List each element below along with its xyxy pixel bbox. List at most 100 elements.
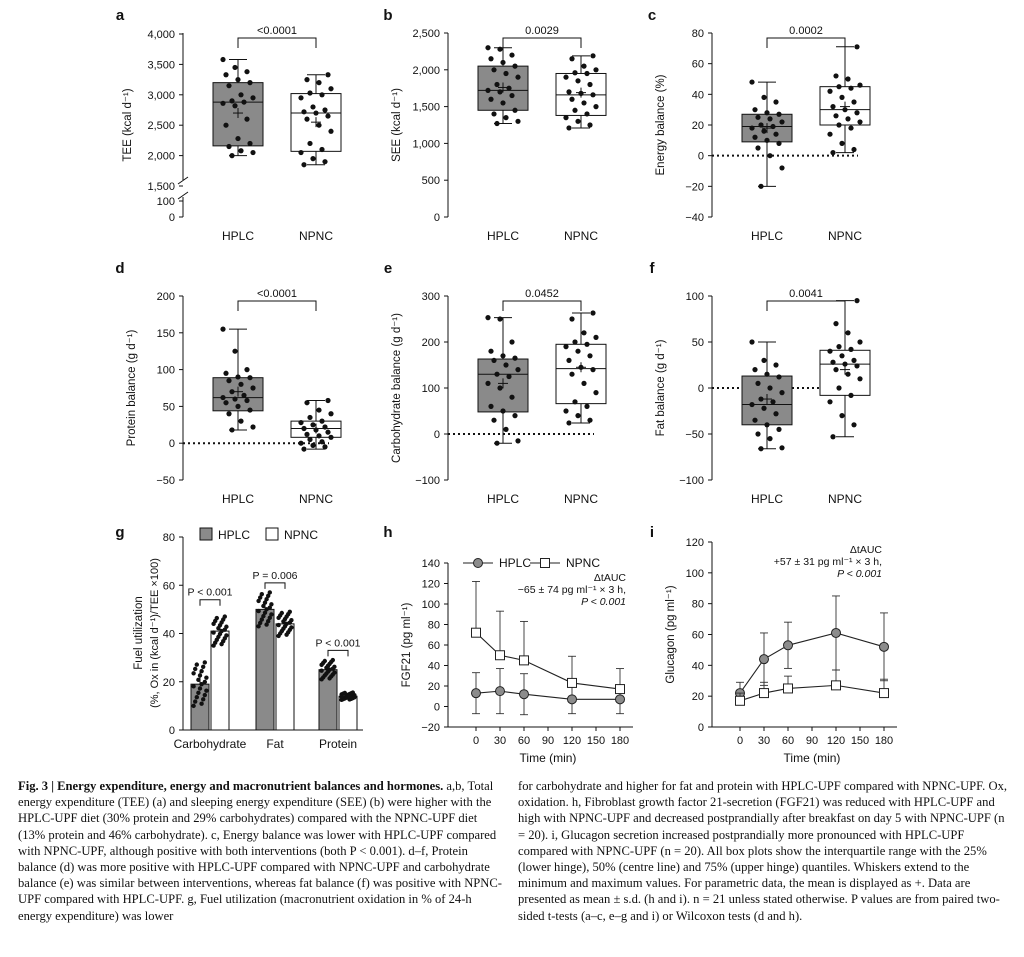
x-axis-label: Time (min) [784, 751, 841, 765]
series-npnc [471, 581, 625, 695]
data-point [494, 81, 500, 88]
caption-heading: Fig. 3 | Energy expenditure, energy and … [18, 779, 444, 793]
data-point [319, 92, 325, 98]
y-axis-label-line2: (%, Ox in (kcal d⁻¹)/TEE ×100) [149, 558, 161, 708]
data-point [833, 73, 839, 79]
box-hplc [741, 79, 793, 189]
x-category-label: HPLC [751, 229, 783, 243]
data-point [752, 367, 758, 373]
significance-bracket [502, 300, 582, 311]
data-point [761, 128, 767, 134]
box-hplc [477, 315, 529, 446]
data-point [755, 145, 761, 151]
data-point [593, 334, 599, 340]
data-point [851, 146, 857, 153]
y-tick-label: 0 [434, 429, 440, 441]
p-value-label: 0.0029 [525, 25, 559, 37]
panel-label-c: c [648, 7, 656, 24]
data-point [298, 149, 304, 156]
data-point [488, 96, 494, 102]
data-point [500, 59, 506, 66]
data-point [235, 374, 241, 380]
box-npnc [555, 53, 607, 131]
data-point [238, 418, 244, 424]
data-point [566, 420, 572, 426]
box-npnc [555, 310, 607, 426]
data-point [223, 122, 229, 128]
box-hplc [477, 45, 529, 127]
data-point [197, 686, 203, 691]
data-point [485, 87, 491, 94]
series-npnc [735, 669, 889, 706]
legend-label-hplc: HPLC [499, 556, 531, 570]
data-point [506, 373, 512, 380]
caption-left-text: a,b, Total energy expenditure (TEE) (a) … [18, 779, 502, 923]
data-point [767, 153, 773, 159]
data-point [755, 431, 761, 437]
data-point [830, 150, 836, 156]
data-point [764, 137, 770, 143]
data-point [488, 56, 494, 62]
annotation-text: ΔtAUC [850, 544, 883, 556]
data-point [316, 433, 322, 439]
data-point [232, 103, 238, 109]
x-tick-label: 150 [851, 735, 869, 747]
caption-right: for carbohydrate and higher for fat and … [518, 778, 1010, 924]
legend-label-npnc: NPNC [566, 556, 600, 570]
data-point [776, 426, 782, 432]
data-point [779, 390, 785, 396]
annotation-text: P < 0.001 [837, 568, 882, 580]
data-point [758, 446, 764, 452]
caption-right-text: for carbohydrate and higher for fat and … [518, 779, 1008, 923]
data-point [289, 618, 294, 623]
data-point [575, 348, 581, 354]
x-tick-label: 0 [737, 735, 743, 747]
data-point [857, 119, 863, 125]
data-point [836, 122, 842, 128]
y-tick-label: 50 [163, 401, 175, 413]
data-point [512, 107, 518, 113]
data-point [220, 394, 226, 401]
data-point [857, 376, 863, 382]
data-point [833, 113, 839, 119]
data-point [584, 70, 590, 77]
y-tick-label: 20 [163, 677, 175, 689]
data-point [500, 408, 506, 414]
data-point [310, 422, 316, 428]
data-point [262, 610, 268, 615]
x-tick-label: 30 [494, 735, 506, 747]
data-point [776, 111, 782, 117]
marker-square [567, 677, 577, 688]
data-point [503, 362, 509, 368]
data-point [839, 353, 845, 359]
data-point [839, 140, 845, 146]
y-tick-label: 1,500 [412, 102, 440, 114]
data-point [503, 70, 509, 77]
data-point [301, 109, 307, 115]
data-point [220, 56, 226, 63]
data-point [749, 125, 755, 131]
marker-square [879, 688, 889, 699]
data-point [322, 107, 328, 113]
data-point [325, 429, 331, 435]
data-point [848, 85, 854, 91]
y-tick-label: 1,500 [147, 181, 175, 193]
series-hplc [471, 668, 625, 716]
y-tick-label: 100 [422, 383, 440, 395]
data-point [238, 92, 244, 98]
y-tick-label: 40 [428, 661, 440, 673]
y-tick-label: 60 [692, 59, 704, 71]
y-tick-label: −50 [685, 429, 704, 441]
data-point [250, 149, 256, 156]
y-tick-label: 120 [422, 579, 440, 591]
x-tick-label: 60 [518, 735, 530, 747]
p-value-label: 0.0002 [789, 25, 823, 37]
data-point [259, 617, 264, 622]
data-point [202, 679, 207, 685]
legend-marker-hplc [473, 558, 483, 568]
data-point [593, 390, 599, 396]
data-point [201, 664, 206, 669]
data-point [304, 431, 310, 437]
data-point [322, 444, 328, 450]
data-point [494, 371, 500, 377]
